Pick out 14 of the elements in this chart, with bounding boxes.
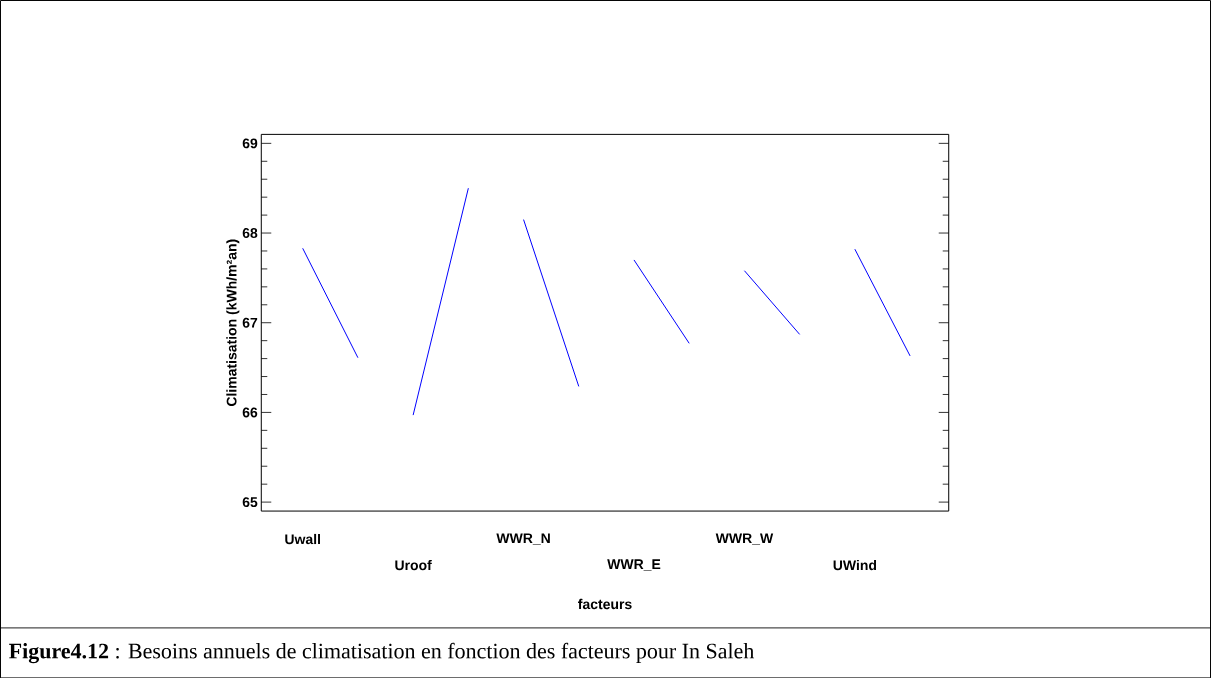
x-tick-label: WWR_W: [715, 533, 774, 545]
x-axis-title: facteurs: [578, 598, 632, 609]
x-tick-label: UWind: [833, 559, 877, 570]
text: Figure4.12 : Besoins annuels de climatisation en fonction des facteurs pour In Saleh: [9, 642, 755, 663]
y-tick-label: 66: [242, 407, 258, 418]
x-tick-label: WWR_N: [496, 533, 550, 545]
x-tick-label: Uwall: [285, 533, 320, 544]
y-tick-label: 69: [242, 138, 258, 149]
y-axis-title: Climatisation (kWh/m²an): [226, 239, 240, 406]
y-tick-label: 68: [242, 227, 258, 238]
x-tick-label: Uroof: [395, 559, 432, 570]
x-tick-label: WWR_E: [607, 559, 661, 571]
y-tick-label: 67: [242, 317, 258, 328]
y-tick-label: 65: [242, 496, 258, 507]
